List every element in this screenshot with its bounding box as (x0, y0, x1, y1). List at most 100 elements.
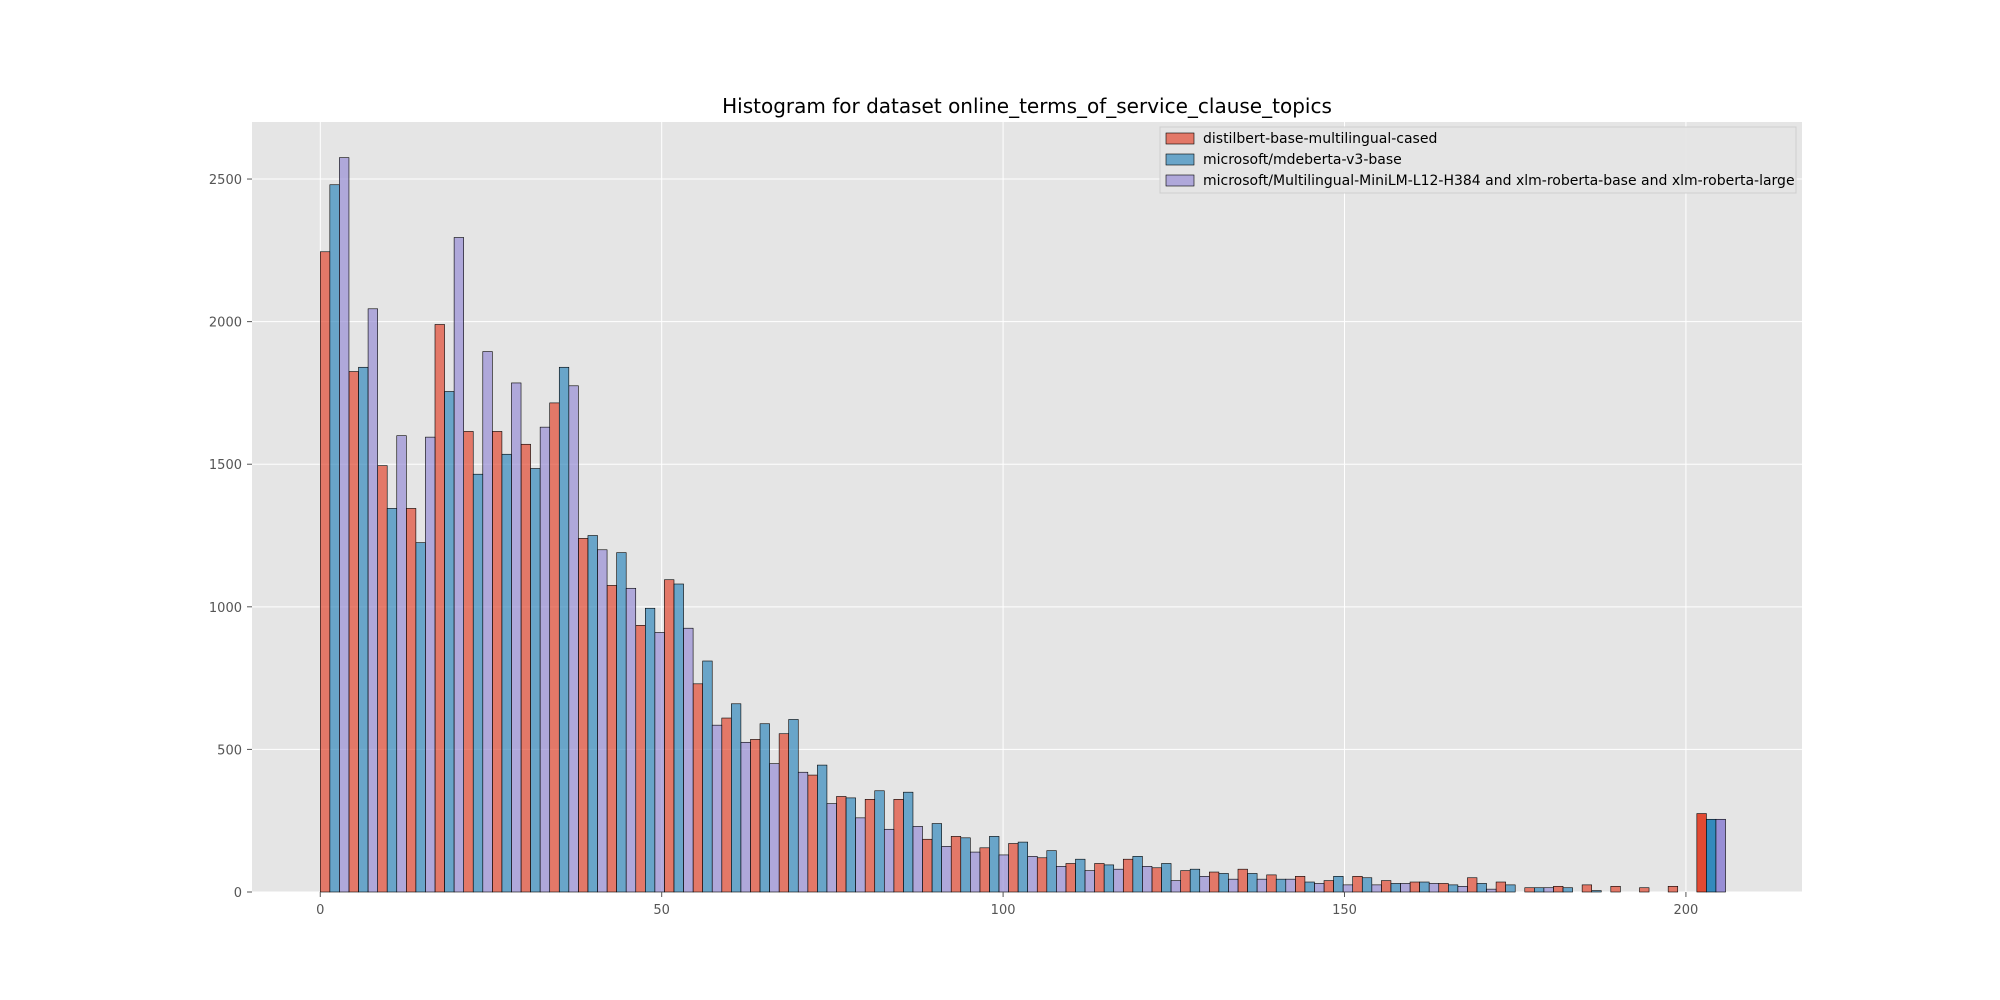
legend-entry-3: microsoft/Multilingual-MiniLM-L12-H384 a… (1203, 173, 1795, 189)
histogram-bar (1075, 858, 1086, 893)
histogram-bar (587, 535, 598, 893)
y-tick-label: 2000 (209, 316, 242, 331)
legend-entry-2: microsoft/mdeberta-v3-base (1203, 152, 1402, 168)
histogram-bar (1400, 883, 1411, 893)
histogram-bar (530, 468, 541, 893)
histogram-bar (1161, 863, 1172, 893)
histogram-bar (539, 426, 551, 893)
histogram-bar (1543, 887, 1554, 893)
histogram-bar (1285, 878, 1296, 893)
histogram-bar (606, 585, 617, 893)
histogram-bar (960, 837, 971, 893)
histogram-bar (673, 583, 684, 893)
histogram-bar (1247, 873, 1258, 893)
histogram-bar (549, 402, 560, 893)
histogram-bar (826, 803, 837, 893)
y-tick-label: 500 (217, 743, 242, 758)
histogram-bar (702, 660, 713, 893)
histogram-bar (903, 791, 914, 893)
histogram-bar (922, 838, 933, 893)
histogram-bar (1371, 884, 1382, 893)
histogram-bar (415, 542, 426, 893)
histogram-bar (1381, 880, 1392, 893)
histogram-bar (1610, 885, 1621, 893)
histogram-bar (1419, 881, 1430, 893)
histogram-bar (406, 508, 417, 893)
histogram-bar (1218, 873, 1229, 893)
histogram-bar (817, 764, 828, 893)
histogram-bar (625, 587, 637, 893)
histogram-bar (1715, 818, 1726, 893)
histogram-bar (1113, 868, 1124, 893)
histogram-bar (845, 797, 856, 893)
histogram-bar (654, 632, 665, 893)
histogram-bar (367, 308, 378, 893)
histogram-bar (463, 431, 474, 893)
histogram-bar (1562, 887, 1573, 893)
histogram-bar (1581, 884, 1592, 893)
histogram-bar (683, 627, 694, 893)
y-tick-label: 1000 (209, 601, 242, 616)
histogram-bar (1457, 885, 1468, 893)
histogram-bar (635, 625, 646, 893)
histogram-bar (664, 579, 675, 893)
histogram-bar (1696, 813, 1707, 893)
histogram-bar (1534, 887, 1545, 893)
y-tick-label: 2500 (209, 173, 242, 188)
histogram-bar (339, 157, 350, 893)
histogram-bar (1103, 864, 1115, 893)
histogram-bar (941, 846, 952, 893)
histogram-bar (568, 385, 579, 893)
histogram-bar (1266, 874, 1277, 893)
histogram-bar (893, 799, 904, 893)
histogram-bar (1390, 883, 1401, 893)
histogram-bar (931, 823, 942, 893)
histogram-bar (386, 508, 398, 893)
histogram-bar (492, 431, 503, 893)
chart-title: Histogram for dataset online_terms_of_se… (722, 94, 1332, 118)
legend-swatch-2 (1165, 153, 1195, 166)
histogram-bar (1027, 856, 1038, 893)
y-tick-label: 1500 (209, 458, 242, 473)
histogram-bar (740, 741, 751, 893)
histogram-bar (1438, 883, 1449, 893)
histogram-bar (1352, 876, 1363, 893)
histogram-bar (1189, 868, 1201, 893)
histogram-bar (1486, 888, 1497, 893)
histogram-bar (1056, 866, 1067, 893)
histogram-bar (950, 836, 962, 893)
histogram-bar (396, 435, 407, 893)
histogram-bar (1639, 887, 1650, 893)
x-tick-label: 150 (1332, 903, 1357, 918)
histogram-bar (721, 717, 732, 893)
histogram-bar (1314, 883, 1325, 893)
histogram-bar (731, 703, 742, 893)
histogram-bar (1361, 877, 1373, 893)
histogram-bar (874, 790, 885, 893)
histogram-bar (979, 847, 990, 893)
histogram-bar (788, 719, 799, 893)
histogram-bar (482, 351, 493, 893)
histogram-bar (836, 796, 847, 893)
legend-swatch-3 (1165, 174, 1195, 187)
histogram-bar (1170, 880, 1181, 893)
histogram-bar (1553, 885, 1564, 893)
histogram-bar (1333, 876, 1344, 893)
legend: distilbert-base-multilingual-cased micro… (1159, 126, 1797, 194)
histogram-bar (1706, 818, 1717, 893)
histogram-bar (1409, 881, 1420, 893)
histogram-bar (329, 184, 340, 893)
histogram-bar (453, 237, 464, 893)
histogram-bar (1447, 884, 1459, 893)
histogram-bar (711, 724, 723, 893)
histogram-bar (358, 366, 369, 893)
histogram-bar (520, 443, 531, 893)
histogram-bar (989, 836, 1000, 893)
histogram-bar (864, 799, 876, 893)
histogram-bar (1084, 870, 1095, 893)
histogram-bar (1132, 856, 1143, 893)
histogram-bar (558, 366, 570, 893)
